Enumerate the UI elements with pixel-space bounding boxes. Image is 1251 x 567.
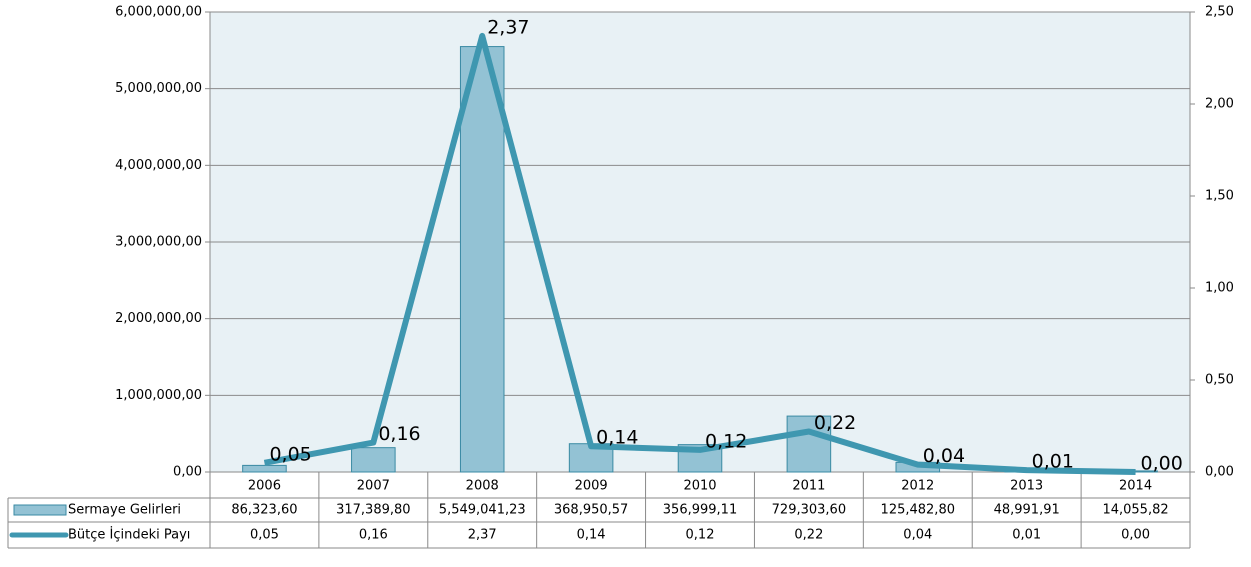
table-value: 356,999,11	[663, 503, 737, 518]
data-label: 2,37	[487, 16, 529, 38]
x-tick-label: 2007	[357, 479, 390, 494]
data-label: 0,00	[1141, 453, 1183, 475]
x-tick-label: 2009	[575, 479, 608, 494]
y-tick-label: 6,000,000,00	[115, 5, 202, 20]
bar	[351, 447, 396, 473]
y-tick-label: 5,000,000,00	[115, 81, 202, 96]
table-value: 2,37	[468, 528, 497, 543]
table-value: 125,482,80	[881, 503, 955, 518]
data-label: 0,14	[596, 427, 638, 449]
data-label: 0,12	[705, 430, 747, 452]
table-value: 0,01	[1012, 528, 1041, 543]
line	[263, 32, 1136, 475]
data-label: 0,01	[1032, 451, 1074, 473]
x-tick-label: 2008	[466, 479, 499, 494]
table-value: 0,04	[903, 528, 932, 543]
data-label: 0,16	[378, 423, 420, 445]
table-value: 0,16	[359, 528, 388, 543]
table-value: 729,303,60	[772, 503, 846, 518]
y2-tick-label: 1,00	[1205, 281, 1234, 296]
table-value: 368,950,57	[554, 503, 628, 518]
data-label: 0,22	[814, 412, 856, 434]
table-value: 48,991,91	[994, 503, 1060, 518]
bar	[459, 46, 505, 473]
table-value: 0,14	[577, 528, 606, 543]
x-tick-label: 2010	[683, 479, 716, 494]
y-tick-label: 4,000,000,00	[115, 158, 202, 173]
y2-tick-label: 0,50	[1205, 373, 1234, 388]
table-value: 0,22	[794, 528, 823, 543]
x-tick-label: 2012	[901, 479, 934, 494]
data-label: 0,04	[923, 445, 965, 467]
table-value: 86,323,60	[231, 503, 297, 518]
y2-tick-label: 2,50	[1205, 5, 1234, 20]
table-value: 5,549,041,23	[439, 503, 526, 518]
y2-tick-label: 1,50	[1205, 189, 1234, 204]
y2-tick-label: 0,00	[1205, 465, 1234, 480]
y-tick-label: 1,000,000,00	[115, 388, 202, 403]
legend-label: Sermaye Gelirleri	[68, 503, 181, 518]
table-value: 14,055,82	[1102, 503, 1168, 518]
x-tick-label: 2011	[792, 479, 825, 494]
table-value: 0,12	[686, 528, 715, 543]
table-value: 317,389,80	[336, 503, 410, 518]
x-tick-label: 2014	[1119, 479, 1152, 494]
table-value: 0,00	[1121, 528, 1150, 543]
bar	[242, 464, 287, 473]
table-value: 0,05	[250, 528, 279, 543]
x-tick-label: 2006	[248, 479, 281, 494]
y-tick-label: 2,000,000,00	[115, 311, 202, 326]
legend-label: Bütçe İçindeki Payı	[68, 527, 190, 543]
data-label: 0,05	[269, 443, 311, 465]
bar	[786, 415, 832, 473]
y-tick-label: 0,00	[173, 465, 202, 480]
y2-tick-label: 2,00	[1205, 97, 1234, 112]
legend-swatch	[13, 504, 67, 516]
x-tick-label: 2013	[1010, 479, 1043, 494]
y-tick-label: 3,000,000,00	[115, 235, 202, 250]
